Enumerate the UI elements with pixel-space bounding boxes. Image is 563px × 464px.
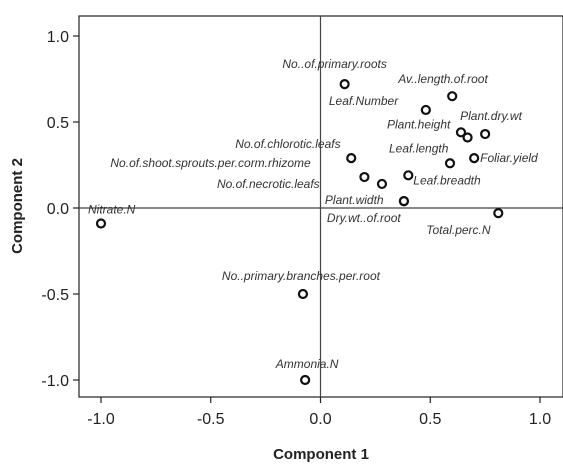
point-label: No.of.chlorotic.leafs [235,137,340,151]
data-point [339,79,350,90]
data-point [95,218,107,229]
point-label: Plant.dry.wt [460,109,522,123]
point-label: Plant.width [325,193,384,207]
data-point [376,178,388,190]
x-axis-title: Component 1 [273,446,369,463]
y-axis-title: Component 2 [9,158,26,254]
data-point [493,208,504,219]
y-axis-ticks: 1.0 0.5 0.0 -0.5 -1.0 [41,29,79,390]
point-label: Leaf.Number [329,94,399,108]
y-tick-label: 0.0 [47,201,69,218]
data-point [297,288,309,300]
data-point [480,128,491,140]
data-point [300,374,311,386]
point-label: No..of.primary.roots [282,57,386,71]
point-label: Leaf.length [389,141,449,155]
point-label: Nitrate.N [88,202,136,216]
x-tick-label: 0.5 [419,411,441,428]
x-tick-label: 1.0 [529,411,551,428]
point-label: Av..length.of.root [397,72,488,86]
labels-layer: No..of.primary.roots Av..length.of.root Le… [88,57,538,371]
point-label: No.of.necrotic.leafs [217,177,320,191]
points-layer [95,79,504,386]
y-tick-label: -1.0 [41,373,69,390]
y-tick-label: -0.5 [41,287,69,304]
x-axis-ticks: -1.0 -0.5 0.0 0.5 1.0 [87,397,551,428]
data-point [444,158,456,169]
data-point [420,104,431,116]
data-point [447,91,458,102]
data-point [359,171,370,183]
point-label: Leaf.breadth [413,173,481,187]
data-point [403,170,414,181]
point-label: No..primary.branches.per.root [222,269,381,283]
point-label: No.of.shoot.sprouts.per.corm.rhizome [110,156,311,170]
y-tick-label: 0.5 [47,115,69,132]
x-tick-label: -1.0 [87,411,115,428]
data-point [346,153,357,164]
y-tick-label: 1.0 [47,29,69,46]
data-point [455,127,467,138]
data-point [469,153,480,164]
data-point [398,196,410,207]
x-tick-label: -0.5 [197,411,225,428]
point-label: Total.perc.N [426,223,491,237]
point-label: Ammonia.N [275,357,339,371]
point-label: Foliar.yield [480,151,538,165]
point-label: Dry.wt..of.root [327,211,401,225]
x-tick-label: 0.0 [309,411,331,428]
point-label: Plant.height [387,117,451,131]
data-point [462,132,473,143]
